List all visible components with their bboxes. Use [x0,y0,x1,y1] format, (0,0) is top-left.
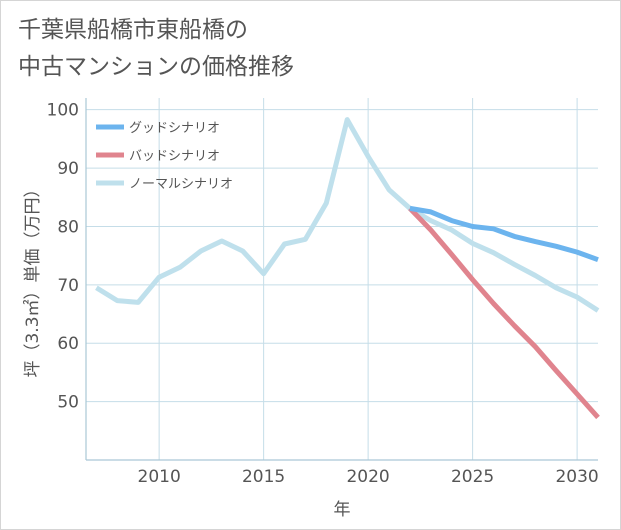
x-axis-title: 年 [334,500,351,520]
x-tick-label-2020: 2020 [346,467,389,487]
x-tick-label-2030: 2030 [555,467,598,487]
series-lines [95,117,600,420]
tick-labels: 2010 2015 2020 2025 2030 50 60 70 80 90 100 [47,101,599,487]
chart-title-line-1: 千葉県船橋市東船橋の [18,17,248,43]
chart-title-line-2: 中古マンションの価格推移 [18,54,294,80]
legend-label-0: グッドシナリオ [129,121,220,136]
x-tick-label-2010: 2010 [138,467,181,487]
y-tick-label-70: 70 [57,276,79,296]
x-tick-label-2025: 2025 [451,467,494,487]
legend-label-1: バッドシナリオ [129,149,220,164]
legend-label-2: ノーマルシナリオ [129,177,233,192]
axes [85,98,598,461]
y-tick-label-60: 60 [57,334,79,354]
chart-title: 千葉県船橋市東船橋の 中古マンションの価格推移 [18,12,578,86]
x-tick-label-2015: 2015 [242,467,285,487]
series-line-1 [408,206,600,420]
y-axis-title: 坪（3.3㎡）単価（万円） [23,180,43,377]
series-line-2 [409,205,599,263]
series-line-0 [95,117,600,313]
y-tick-label-80: 80 [57,217,79,237]
y-tick-label-90: 90 [57,159,79,179]
y-tick-label-50: 50 [57,393,79,413]
y-tick-label-100: 100 [47,101,79,121]
